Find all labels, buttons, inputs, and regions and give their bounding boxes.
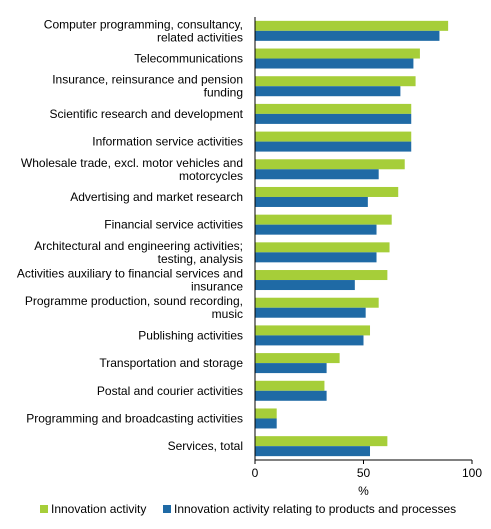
x-axis-title: % xyxy=(358,484,369,498)
bar-products-processes-14 xyxy=(255,418,277,429)
bar-products-processes-10 xyxy=(255,307,366,318)
x-tick-label-0: 0 xyxy=(252,466,259,480)
bar-innovation-activity-3 xyxy=(255,103,412,114)
bar-products-processes-6 xyxy=(255,196,368,207)
bar-products-processes-1 xyxy=(255,58,414,69)
bar-innovation-activity-15 xyxy=(255,436,388,447)
legend-swatch-0 xyxy=(40,505,48,513)
category-label-12: Transportation and storage xyxy=(99,356,243,370)
bar-products-processes-4 xyxy=(255,141,412,152)
bar-products-processes-0 xyxy=(255,30,440,41)
bar-innovation-activity-9 xyxy=(255,270,388,281)
x-tick-label-1: 50 xyxy=(357,466,371,480)
bar-products-processes-12 xyxy=(255,363,327,374)
bar-products-processes-15 xyxy=(255,446,371,457)
bar-products-processes-11 xyxy=(255,335,364,346)
bar-innovation-activity-0 xyxy=(255,20,449,31)
category-label-4: Information service activities xyxy=(92,135,243,149)
category-label-13: Postal and courier activities xyxy=(97,384,243,398)
bar-products-processes-7 xyxy=(255,224,377,235)
bars-group xyxy=(255,20,449,457)
bar-products-processes-3 xyxy=(255,113,412,124)
category-label-14: Programming and broadcasting activities xyxy=(26,411,243,425)
bar-products-processes-5 xyxy=(255,169,379,180)
category-label-9: Activities auxiliary to financial servic… xyxy=(17,267,243,294)
category-label-11: Publishing activities xyxy=(138,328,243,342)
bar-innovation-activity-1 xyxy=(255,48,420,59)
bar-innovation-activity-4 xyxy=(255,131,412,142)
category-label-3: Scientific research and development xyxy=(50,107,244,121)
category-label-15: Services, total xyxy=(168,439,243,453)
bar-products-processes-9 xyxy=(255,280,355,291)
bar-innovation-activity-7 xyxy=(255,214,392,225)
category-label-8: Architectural and engineering activities… xyxy=(34,239,243,266)
legend: Innovation activity Innovation activity r… xyxy=(40,502,456,516)
bar-innovation-activity-8 xyxy=(255,242,390,253)
category-label-5: Wholesale trade, excl. motor vehicles an… xyxy=(21,156,243,183)
category-label-2: Insurance, reinsurance and pension fundin… xyxy=(52,73,243,100)
bar-innovation-activity-12 xyxy=(255,353,340,364)
bar-innovation-activity-5 xyxy=(255,159,405,170)
category-labels-group: Computer programming, consultancy, relate… xyxy=(17,17,244,453)
bar-innovation-activity-2 xyxy=(255,76,416,87)
category-label-10: Programme production, sound recording, mu… xyxy=(25,294,243,321)
bar-innovation-activity-11 xyxy=(255,325,371,336)
bar-innovation-activity-14 xyxy=(255,408,277,419)
category-label-7: Financial service activities xyxy=(104,218,243,232)
bar-innovation-activity-6 xyxy=(255,186,399,197)
legend-swatch-1 xyxy=(163,505,171,513)
x-ticks-group: 0 50 100 xyxy=(252,460,482,480)
bar-products-processes-8 xyxy=(255,252,377,263)
bar-innovation-activity-10 xyxy=(255,297,379,308)
category-label-0: Computer programming, consultancy, relate… xyxy=(44,17,243,44)
legend-label-0: Innovation activity xyxy=(51,502,146,516)
bar-products-processes-13 xyxy=(255,390,327,401)
bar-products-processes-2 xyxy=(255,86,401,97)
category-label-1: Telecommunications xyxy=(134,52,243,66)
bar-innovation-activity-13 xyxy=(255,380,325,391)
x-tick-label-2: 100 xyxy=(462,466,482,480)
category-label-6: Advertising and market research xyxy=(70,190,243,204)
legend-label-1: Innovation activity relating to products… xyxy=(174,502,456,516)
